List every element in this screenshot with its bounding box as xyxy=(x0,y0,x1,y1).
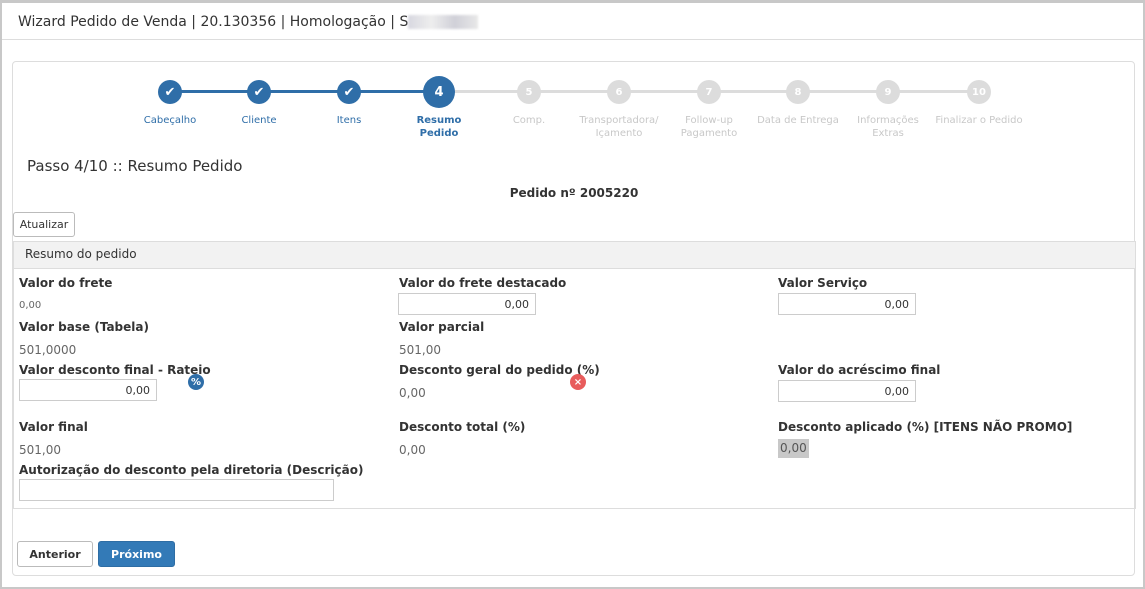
step-2-indicator[interactable]: ✔ xyxy=(247,80,271,104)
step-connector xyxy=(619,90,709,93)
desconto-total-label: Desconto total (%) xyxy=(399,420,526,434)
step-8-indicator[interactable]: 8 xyxy=(786,80,810,104)
step-3-indicator[interactable]: ✔ xyxy=(337,80,361,104)
step-connector xyxy=(439,90,529,93)
parcial-label: Valor parcial xyxy=(399,320,485,334)
summary-header: Resumo do pedido xyxy=(14,242,1135,269)
desconto-rateio-label: Valor desconto final - Rateio xyxy=(19,363,211,377)
step-connector xyxy=(798,90,888,93)
step-connector xyxy=(170,90,259,93)
step-4-label[interactable]: Resumo Pedido xyxy=(416,115,462,139)
next-button[interactable]: Próximo xyxy=(98,541,175,567)
step-10-label[interactable]: Finalizar o Pedido xyxy=(935,115,1023,126)
step-8-label[interactable]: Data de Entrega xyxy=(757,115,839,126)
frete-value: 0,00 xyxy=(19,300,42,311)
check-icon: ✔ xyxy=(343,84,355,100)
step-connector xyxy=(349,90,439,93)
desconto-aplicado-label: Desconto aplicado (%) [ITENS NÃO PROMO] xyxy=(778,420,1073,434)
step-number: 8 xyxy=(794,86,802,98)
step-7-indicator[interactable]: 7 xyxy=(697,80,721,104)
step-10-indicator[interactable]: 10 xyxy=(967,80,991,104)
step-connector xyxy=(529,90,619,93)
desconto-geral-value: 0,00 xyxy=(399,386,426,400)
step-9-label[interactable]: Informações Extras xyxy=(857,115,919,139)
step-number: 4 xyxy=(434,84,444,100)
previous-button[interactable]: Anterior xyxy=(17,541,93,567)
step-6-label[interactable]: Transportadora/ Içamento xyxy=(579,115,659,139)
acrescimo-input[interactable] xyxy=(778,380,916,402)
parcial-value: 501,00 xyxy=(399,343,441,357)
step-9-indicator[interactable]: 9 xyxy=(876,80,900,104)
acrescimo-label: Valor do acréscimo final xyxy=(778,363,941,377)
step-connector xyxy=(888,90,979,93)
step-5-label[interactable]: Comp. xyxy=(512,115,546,126)
window-title: Wizard Pedido de Venda | 20.130356 | Hom… xyxy=(18,14,479,30)
frete-label: Valor do frete xyxy=(19,276,113,290)
step-3-label[interactable]: Itens xyxy=(336,115,362,126)
check-icon: ✔ xyxy=(164,84,176,100)
desconto-aplicado-value: 0,00 xyxy=(778,439,809,458)
step-connector xyxy=(709,90,798,93)
clear-icon[interactable]: × xyxy=(570,374,586,390)
redacted-text xyxy=(408,15,479,29)
refresh-button[interactable]: Atualizar xyxy=(13,212,75,237)
step-1-indicator[interactable]: ✔ xyxy=(158,80,182,104)
step-6-indicator[interactable]: 6 xyxy=(607,80,631,104)
base-value: 501,0000 xyxy=(19,343,77,357)
desconto-rateio-input[interactable] xyxy=(19,379,157,401)
final-value: 501,00 xyxy=(19,443,61,457)
step-1-label[interactable]: Cabeçalho xyxy=(143,115,197,126)
step-number: 5 xyxy=(525,86,533,98)
step-7-label[interactable]: Follow-up Pagamento xyxy=(680,115,738,139)
step-number: 6 xyxy=(615,86,623,98)
base-label: Valor base (Tabela) xyxy=(19,320,149,334)
final-label: Valor final xyxy=(19,420,88,434)
desconto-geral-label: Desconto geral do pedido (%) xyxy=(399,363,600,377)
order-number: Pedido nº 2005220 xyxy=(509,186,639,200)
servico-input[interactable] xyxy=(778,293,916,315)
wizard-panel xyxy=(12,61,1135,576)
frete-destacado-label: Valor do frete destacado xyxy=(399,276,567,290)
step-5-indicator[interactable]: 5 xyxy=(517,80,541,104)
autorizacao-input[interactable] xyxy=(19,479,334,501)
desconto-total-value: 0,00 xyxy=(399,443,426,457)
step-4-indicator[interactable]: 4 xyxy=(423,76,455,108)
step-2-label[interactable]: Cliente xyxy=(241,115,277,126)
check-icon: ✔ xyxy=(253,84,265,100)
percent-icon[interactable]: % xyxy=(188,374,204,390)
step-number: 9 xyxy=(884,86,892,98)
divider xyxy=(2,39,1143,40)
step-title: Passo 4/10 :: Resumo Pedido xyxy=(27,157,243,175)
step-connector xyxy=(259,90,349,93)
frete-destacado-input[interactable] xyxy=(398,293,536,315)
servico-label: Valor Serviço xyxy=(778,276,868,290)
step-number: 7 xyxy=(705,86,713,98)
autorizacao-label: Autorização do desconto pela diretoria (… xyxy=(19,463,364,477)
summary-section: Resumo do pedido xyxy=(13,241,1136,509)
step-number: 10 xyxy=(972,86,986,98)
